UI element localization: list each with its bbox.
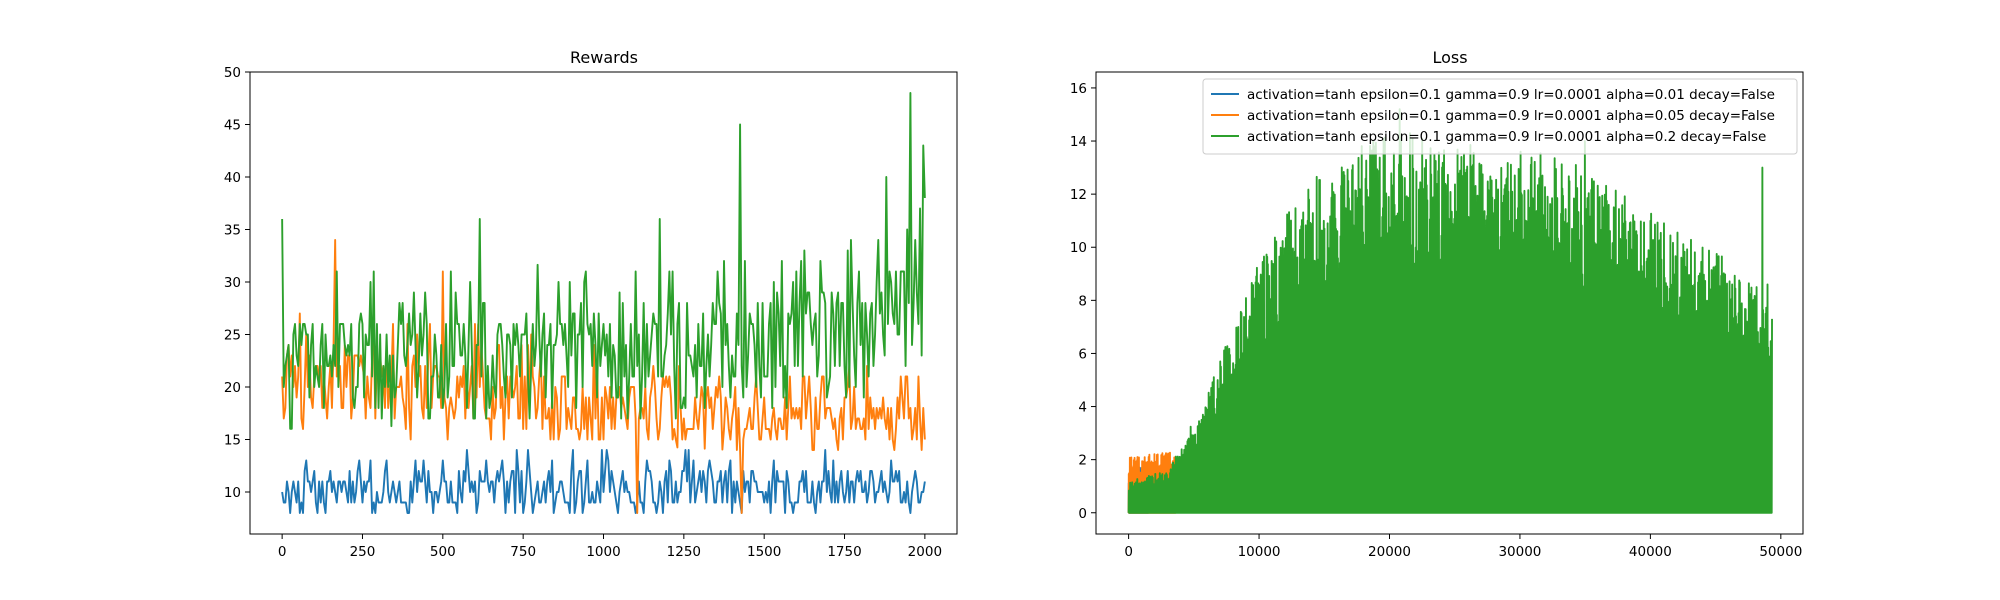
rewards-x-tick-label: 1750	[827, 544, 861, 560]
loss-x-tick-label: 0	[1124, 544, 1133, 560]
loss-legend: activation=tanh epsilon=0.1 gamma=0.9 lr…	[1202, 78, 1798, 155]
loss-x-tick-label: 40000	[1629, 544, 1672, 560]
rewards-x-tick-label: 750	[510, 544, 536, 560]
legend-label-1: activation=tanh epsilon=0.1 gamma=0.9 lr…	[1247, 108, 1775, 124]
loss-x-tick-label: 20000	[1368, 544, 1411, 560]
rewards-y-tick-label: 30	[224, 275, 241, 291]
rewards-y-tick-label: 35	[224, 223, 241, 239]
rewards-title: Rewards	[570, 48, 638, 67]
rewards-y-tick-label: 20	[224, 380, 241, 396]
loss-y-tick-label: 10	[1070, 240, 1087, 256]
rewards-x-tick-label: 500	[430, 544, 456, 560]
loss-x-tick-label: 30000	[1498, 544, 1541, 560]
rewards-ticks: 0 250 500 750 1000 1250 1500 1750 2000 10 15 20 25 30…	[224, 65, 942, 560]
loss-chart: Loss 0 10000 20000 30000 40000 50000 0 2 4 6 8 10 12…	[1070, 48, 1804, 560]
loss-y-tick-label: 12	[1070, 187, 1087, 203]
rewards-x-tick-label: 1000	[586, 544, 620, 560]
rewards-series-2-line	[281, 92, 926, 430]
loss-plot	[1127, 108, 1773, 514]
loss-y-tick-label: 2	[1078, 453, 1087, 469]
rewards-chart: Rewards 0 250 500 750 1000 1250 1500 1750 2000 10…	[224, 48, 958, 560]
loss-y-tick-label: 8	[1078, 293, 1087, 309]
loss-series-2-line	[1127, 108, 1773, 514]
legend-box	[1202, 78, 1798, 155]
rewards-plot	[281, 92, 926, 514]
rewards-x-tick-label: 2000	[908, 544, 942, 560]
rewards-y-tick-label: 15	[224, 433, 241, 449]
loss-y-tick-label: 16	[1070, 81, 1087, 97]
rewards-x-tick-label: 1250	[667, 544, 701, 560]
loss-ticks: 0 10000 20000 30000 40000 50000 0 2 4 6 8 10 12 14 16	[1070, 81, 1802, 560]
loss-x-tick-label: 50000	[1759, 544, 1802, 560]
loss-y-tick-label: 4	[1078, 400, 1087, 416]
loss-y-tick-label: 0	[1078, 506, 1087, 522]
loss-title: Loss	[1432, 48, 1467, 67]
rewards-y-tick-label: 45	[224, 118, 241, 134]
loss-y-tick-label: 6	[1078, 346, 1087, 362]
rewards-y-tick-label: 25	[224, 328, 241, 344]
rewards-x-tick-label: 1500	[747, 544, 781, 560]
rewards-x-tick-label: 0	[278, 544, 287, 560]
rewards-y-tick-label: 40	[224, 170, 241, 186]
loss-x-tick-label: 10000	[1238, 544, 1281, 560]
rewards-series-0-line	[281, 449, 926, 514]
legend-label-2: activation=tanh epsilon=0.1 gamma=0.9 lr…	[1247, 129, 1766, 145]
loss-y-tick-label: 14	[1070, 134, 1087, 150]
loss-axes-frame	[1095, 71, 1804, 535]
rewards-series-1-line	[281, 239, 926, 514]
rewards-y-tick-label: 10	[224, 485, 241, 501]
rewards-x-tick-label: 250	[350, 544, 376, 560]
rewards-y-tick-label: 50	[224, 65, 241, 81]
legend-label-0: activation=tanh epsilon=0.1 gamma=0.9 lr…	[1247, 87, 1775, 103]
